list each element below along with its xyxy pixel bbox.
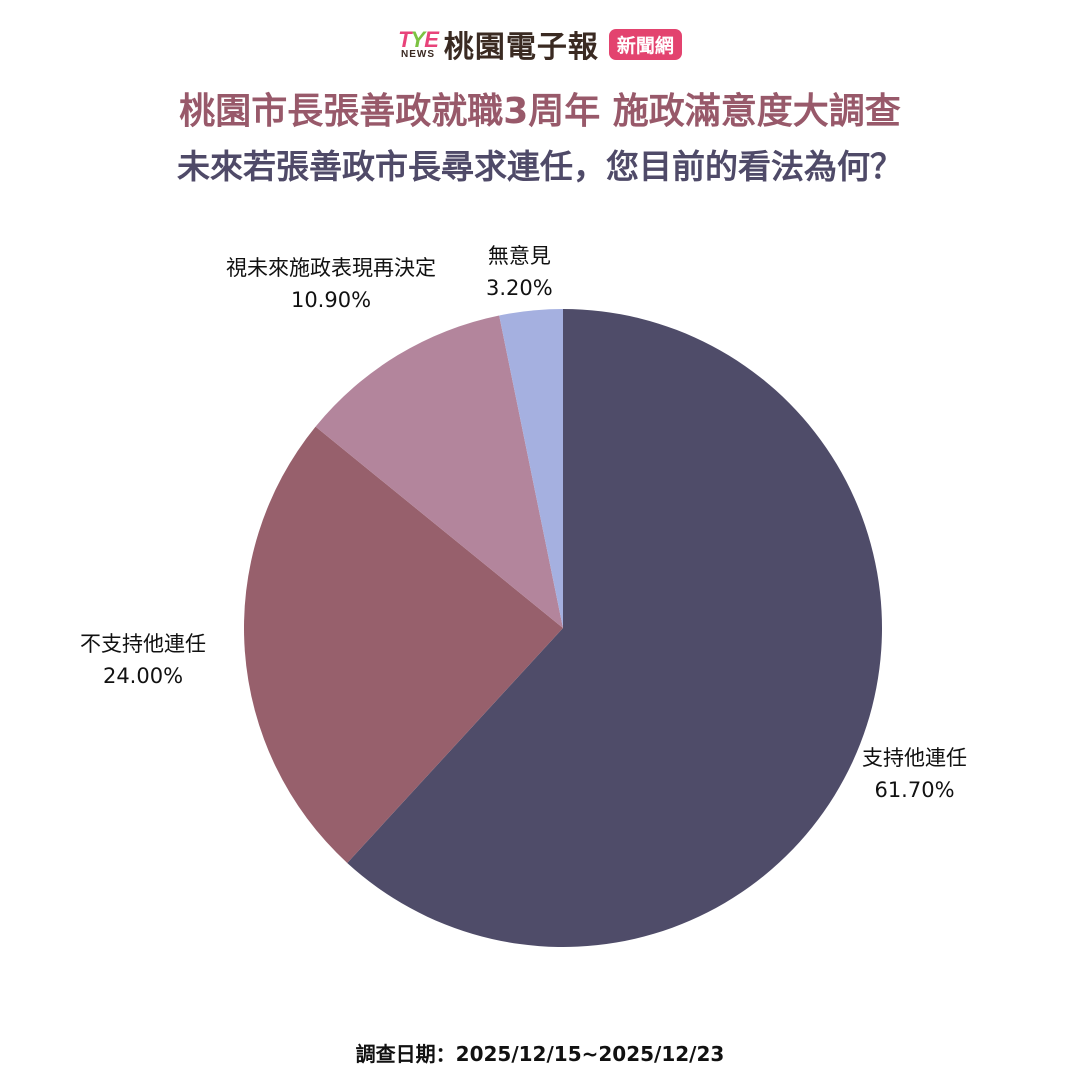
label-value: 24.00%: [102, 664, 184, 688]
label-value: 10.90%: [290, 288, 372, 312]
logo-badge: 新聞網: [608, 28, 682, 60]
chart-title: 桃園市長張善政就職3周年 施政滿意度大調查: [179, 91, 901, 132]
label-category: 支持他連任: [862, 746, 967, 770]
slice-oppose: [243, 426, 563, 863]
label-value: 61.70%: [874, 778, 955, 802]
slice-support: [347, 309, 883, 947]
label-no-opinion: 無意見 3.20%: [486, 240, 553, 304]
logo-letter: Y: [410, 26, 426, 52]
slice-undecided: [315, 315, 563, 628]
label-value: 3.20%: [486, 276, 553, 300]
slice-no-opinion: [499, 309, 563, 628]
logo: TYE NEWS 桃園電子報 新聞網: [398, 22, 682, 66]
survey-date: 調查日期：2025/12/15~2025/12/23: [355, 1042, 725, 1066]
header: TYE NEWS 桃園電子報 新聞網: [0, 22, 1080, 66]
label-undecided: 視未來施政表現再決定 10.90%: [226, 252, 436, 316]
logo-letter: T: [398, 26, 411, 52]
label-category: 無意見: [487, 244, 551, 268]
label-oppose: 不支持他連任 24.00%: [80, 628, 206, 692]
label-category: 不支持他連任: [80, 632, 206, 656]
chart-subtitle: 未來若張善政市長尋求連任，您目前的看法為何？: [177, 147, 903, 186]
logo-sub: NEWS: [400, 48, 435, 60]
label-category: 視未來施政表現再決定: [226, 256, 436, 280]
tye-news-logo-icon: TYE NEWS: [398, 26, 439, 60]
logo-letter: E: [424, 26, 439, 52]
label-support: 支持他連任 61.70%: [862, 742, 967, 806]
logo-name: 桃園電子報: [443, 30, 599, 65]
